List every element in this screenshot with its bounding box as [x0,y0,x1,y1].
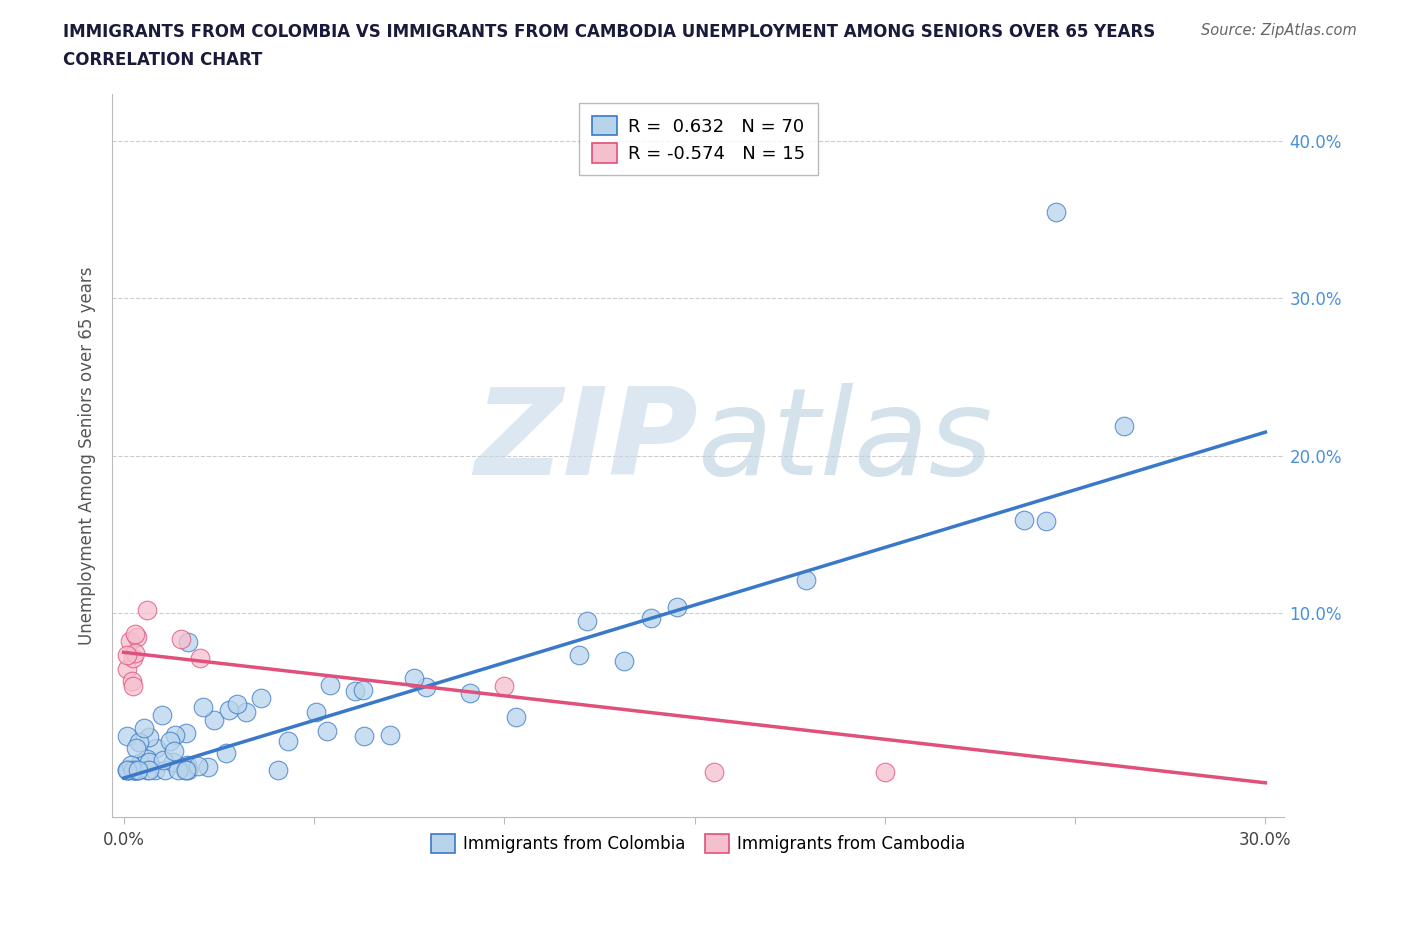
Point [155,763,177,777]
Point [343,684,366,698]
Point [319,677,342,692]
Point [873,764,896,779]
Text: CORRELATION CHART: CORRELATION CHART [63,51,263,69]
Legend: Immigrants from Colombia, Immigrants from Cambodia: Immigrants from Colombia, Immigrants fro… [425,828,972,859]
Point [127,763,149,777]
Point [117,648,139,663]
Point [177,763,200,777]
Point [118,634,141,649]
Point [138,763,160,777]
Point [152,752,174,767]
Point [174,763,197,777]
Point [127,630,149,644]
Point [124,763,146,777]
Point [202,712,225,727]
Point [121,763,143,777]
Point [215,746,238,761]
Point [378,727,401,742]
Point [1012,512,1035,527]
Point [120,758,142,773]
Point [134,721,156,736]
Text: Source: ZipAtlas.com: Source: ZipAtlas.com [1201,23,1357,38]
Point [174,725,197,740]
Point [117,763,139,777]
Point [174,763,197,777]
Point [143,763,166,777]
Point [117,729,139,744]
Point [117,661,139,676]
Point [277,734,299,749]
Point [127,763,149,777]
Point [122,651,145,666]
Point [124,627,146,642]
Point [122,763,145,777]
Point [177,634,200,649]
Point [170,631,193,646]
Point [167,763,190,777]
Point [136,763,159,777]
Point [162,755,184,770]
Point [267,763,290,777]
Point [316,724,339,738]
Point [124,763,146,777]
Point [415,680,437,695]
Point [505,710,527,724]
Point [163,727,186,742]
Point [494,679,516,694]
Point [796,573,818,588]
Point [568,647,591,662]
Point [458,685,481,700]
Y-axis label: Unemployment Among Seniors over 65 years: Unemployment Among Seniors over 65 years [79,267,96,645]
Point [136,751,159,766]
Point [225,697,247,711]
Point [124,645,146,660]
Point [135,603,157,618]
Text: ZIP: ZIP [475,383,699,499]
Point [352,683,374,698]
Point [128,735,150,750]
Point [305,705,328,720]
Point [159,733,181,748]
Point [191,699,214,714]
Point [197,759,219,774]
Point [404,671,426,685]
Point [235,705,257,720]
Point [640,611,662,626]
Point [129,755,152,770]
Point [353,729,375,744]
Point [152,707,174,722]
Point [121,673,143,688]
Point [576,614,599,629]
Text: IMMIGRANTS FROM COLOMBIA VS IMMIGRANTS FROM CAMBODIA UNEMPLOYMENT AMONG SENIORS : IMMIGRANTS FROM COLOMBIA VS IMMIGRANTS F… [63,23,1156,41]
Point [117,763,139,777]
Point [127,763,149,777]
Point [163,743,186,758]
Point [250,691,273,706]
Point [117,763,139,777]
Point [1035,514,1057,529]
Point [703,764,725,779]
Text: atlas: atlas [699,383,994,499]
Point [613,653,636,668]
Point [187,758,209,773]
Point [176,758,198,773]
Point [138,729,160,744]
Point [145,741,167,756]
Point [218,703,240,718]
Point [138,754,160,769]
Point [1112,419,1135,434]
Point [125,741,148,756]
Point [122,678,145,693]
Point [117,763,139,777]
Point [188,650,211,665]
Point [666,599,689,614]
Point [1045,205,1067,219]
